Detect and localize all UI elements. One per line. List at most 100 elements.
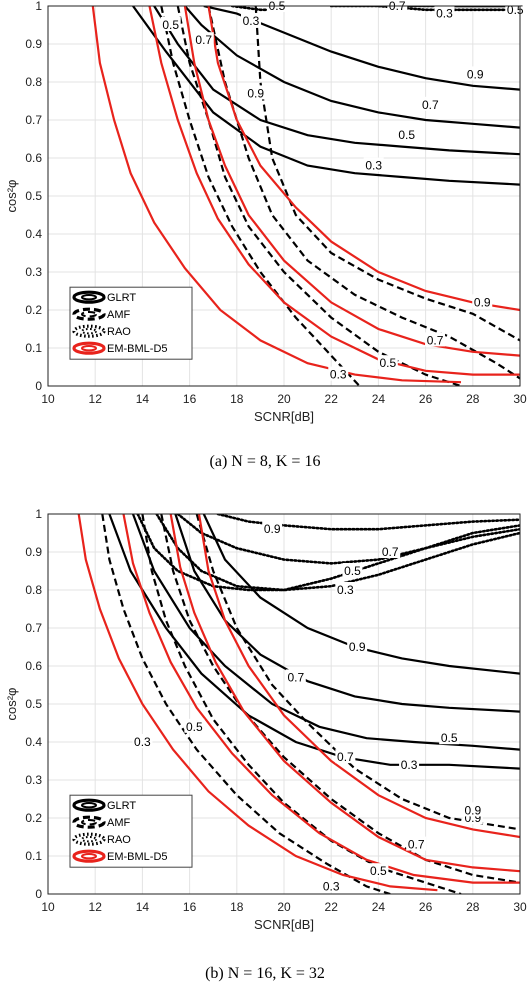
- amf-label-bg: [193, 32, 214, 47]
- contour-chart-a: 10 12 14 16 18 20 22 24 26 28 30 0 0.1 0.2 0.3 0.4 0.5 0.…: [4, 0, 527, 424]
- amf-contour-label: 0.3: [243, 14, 260, 28]
- x-tick-label: 10: [41, 900, 55, 914]
- amf-contour-label: 0.5: [370, 864, 387, 878]
- y-tick-label: 0.4: [25, 227, 42, 241]
- y-tick-label: 0.4: [25, 735, 42, 749]
- glrt-contour-label: 0.7: [422, 98, 439, 112]
- glrt-contour-0p3: [108, 514, 520, 770]
- legend-swatch-inner-em-bml-d5: [81, 853, 97, 860]
- y-tick-label: 0.5: [25, 189, 42, 203]
- rao-contour-label: 0.7: [382, 545, 399, 559]
- legend-swatch-em-bml-d5: [72, 849, 106, 863]
- amf-contour-0p9: [254, 6, 520, 342]
- glrt-label-bg: [363, 157, 384, 172]
- amf-contour-label: 0.5: [162, 18, 179, 32]
- rao-contour-label: 0.9: [264, 522, 281, 536]
- legend-swatch-inner-em-bml-d5: [81, 345, 97, 352]
- x-tick-label: 12: [89, 900, 103, 914]
- glrt-contour-0p3: [132, 6, 520, 186]
- em-bml-d5-contour-0p7: [183, 6, 520, 357]
- y-tick-label: 0.5: [25, 697, 42, 711]
- glrt-label-bg: [465, 66, 486, 81]
- amf-contour-label: 0.3: [323, 879, 340, 893]
- y-tick-label: 0.3: [25, 773, 42, 787]
- glrt-contour-label: 0.7: [287, 670, 304, 684]
- x-tick-label: 22: [325, 900, 339, 914]
- em-bml-d5-label-bg: [184, 718, 205, 733]
- glrt-contour-label: 0.3: [401, 758, 418, 772]
- x-tick-label: 18: [230, 900, 244, 914]
- legend-swatch-inner-rao: [81, 328, 97, 335]
- glrt-contour-label: 0.9: [467, 67, 484, 81]
- legend-label-glrt: GLRT: [107, 292, 136, 304]
- glrt-contour-0p9: [202, 514, 520, 675]
- glrt-label-bg: [399, 756, 420, 771]
- contour-chart-b: 10 12 14 16 18 20 22 24 26 28 30 0 0.1 0.2 0.3 0.4 0.5 0.…: [4, 508, 527, 932]
- glrt-contour-0p7: [174, 514, 520, 713]
- x-tick-label: 24: [372, 392, 386, 406]
- em-bml-d5-label-bg: [472, 294, 493, 309]
- x-tick-label: 12: [89, 392, 103, 406]
- y-axis-label: cos²φ: [4, 180, 19, 213]
- x-tick-label: 16: [183, 392, 197, 406]
- legend-label-amf: AMF: [107, 817, 131, 829]
- amf-contour-0p5: [176, 6, 462, 386]
- legend-swatch-amf: [72, 307, 106, 321]
- em-bml-d5-label-bg: [132, 734, 153, 748]
- rao-contour-0p7: [176, 514, 520, 565]
- x-tick-label: 28: [466, 900, 480, 914]
- legend-swatch-inner-rao: [81, 836, 97, 843]
- glrt-contour-label: 0.5: [441, 731, 458, 745]
- amf-contour-label: 0.7: [337, 750, 354, 764]
- glrt-contour-0p5: [131, 514, 520, 751]
- rao-label-bg: [335, 582, 356, 596]
- amf-contour-0p3: [101, 514, 391, 894]
- y-tick-label: 0.2: [25, 811, 42, 825]
- x-tick-label: 24: [372, 900, 386, 914]
- amf-contour-label: 0.9: [247, 86, 264, 100]
- axes-frame: [47, 5, 521, 387]
- x-tick-label: 30: [513, 900, 527, 914]
- y-tick-label: 0.7: [25, 621, 42, 635]
- y-tick-label: 1: [35, 508, 42, 521]
- x-tick-label: 16: [183, 900, 197, 914]
- x-tick-label: 22: [325, 392, 339, 406]
- x-tick-label: 30: [513, 392, 527, 406]
- em-bml-d5-contour-label: 0.5: [379, 356, 396, 370]
- rao-contour-label: 0.5: [344, 564, 361, 578]
- legend-swatch-glrt: [72, 798, 106, 812]
- em-bml-d5-contour-0p7: [169, 514, 520, 873]
- contour-lines: [77, 514, 520, 894]
- em-bml-d5-contour-label: 0.3: [134, 735, 151, 749]
- em-bml-d5-contour-label: 0.3: [330, 368, 347, 382]
- y-tick-label: 0.8: [25, 75, 42, 89]
- legend-swatch-glrt: [72, 290, 106, 304]
- x-tick-label: 14: [136, 392, 150, 406]
- em-bml-d5-label-bg: [462, 802, 483, 817]
- y-tick-label: 0.1: [25, 849, 42, 863]
- glrt-label-bg: [396, 127, 417, 142]
- x-tick-label: 14: [136, 900, 150, 914]
- amf-contour-0p7: [207, 6, 520, 380]
- subcaption-a: (a) N = 8, K = 16: [209, 453, 321, 470]
- y-tick-label: 0.8: [25, 583, 42, 597]
- amf-contour-0p5: [141, 514, 462, 894]
- y-tick-label: 0.9: [25, 545, 42, 559]
- em-bml-d5-contour-label: 0.7: [427, 333, 444, 347]
- legend-swatch-inner-glrt: [81, 294, 97, 301]
- legend-label-em-bml-d5: EM-BML-D5: [107, 851, 168, 863]
- rao-label-bg: [262, 521, 283, 536]
- legend-label-amf: AMF: [107, 309, 131, 321]
- x-tick-label: 28: [466, 392, 480, 406]
- legend-label-em-bml-d5: EM-BML-D5: [107, 343, 168, 355]
- glrt-contour-label: 0.3: [365, 159, 382, 173]
- y-axis-label: cos²φ: [4, 688, 19, 721]
- y-tick-label: 0.3: [25, 265, 42, 279]
- em-bml-d5-contour-label: 0.9: [464, 803, 481, 817]
- legend: GLRT AMF RAO EM-BML-D5: [69, 286, 193, 360]
- x-tick-label: 20: [277, 392, 291, 406]
- y-tick-label: 0: [35, 379, 42, 393]
- legend-swatch-inner-amf: [81, 311, 97, 318]
- x-tick-label: 20: [277, 900, 291, 914]
